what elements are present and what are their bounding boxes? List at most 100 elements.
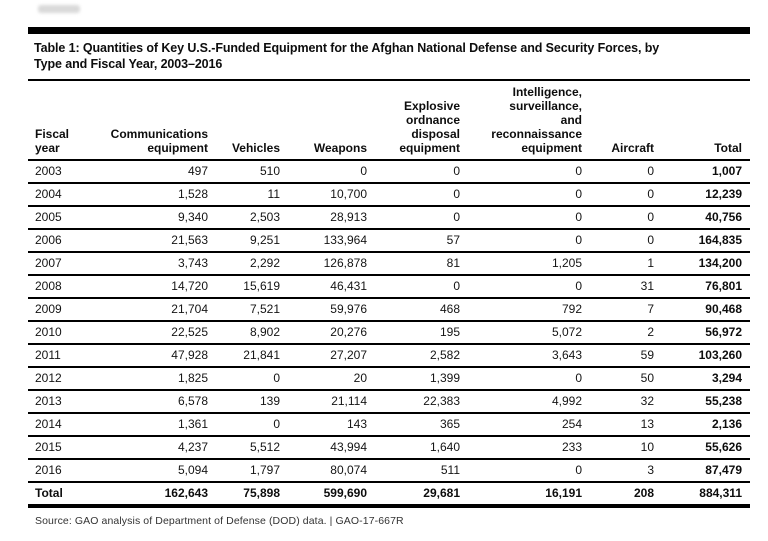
weapons-cell: 133,964 xyxy=(288,229,375,253)
table-row: 2006 21,563 9,251 133,964 57 0 0 164,835 xyxy=(28,229,750,253)
table-row: 2009 21,704 7,521 59,976 468 792 7 90,468 xyxy=(28,298,750,322)
isr-cell: 0 xyxy=(468,206,590,230)
isr-cell: 16,191 xyxy=(468,482,590,508)
table-body: 2003 497 510 0 0 0 0 1,007 2004 1,528 11 10,700 0 0 0 1… xyxy=(28,160,750,508)
isr-cell: 0 xyxy=(468,459,590,483)
weapons-cell: 46,431 xyxy=(288,275,375,299)
communications-cell: 1,528 xyxy=(96,183,216,207)
isr-cell: 254 xyxy=(468,413,590,437)
communications-cell: 21,563 xyxy=(96,229,216,253)
top-rule xyxy=(28,27,750,34)
row-total-cell: 55,238 xyxy=(662,390,750,414)
vehicles-cell: 11 xyxy=(216,183,288,207)
scan-artifact xyxy=(38,5,80,13)
isr-cell: 233 xyxy=(468,436,590,460)
eod-cell: 365 xyxy=(375,413,468,437)
vehicles-cell: 8,902 xyxy=(216,321,288,345)
fiscal-year-cell: 2016 xyxy=(28,459,96,483)
weapons-cell: 599,690 xyxy=(288,482,375,508)
communications-cell: 497 xyxy=(96,160,216,184)
eod-cell: 0 xyxy=(375,160,468,184)
row-total-cell: 134,200 xyxy=(662,252,750,276)
vehicles-cell: 1,797 xyxy=(216,459,288,483)
table-row: 2011 47,928 21,841 27,207 2,582 3,643 59 103,26… xyxy=(28,344,750,368)
col-header-fiscal-year: Fiscal year xyxy=(28,81,96,161)
fiscal-year-cell: 2003 xyxy=(28,160,96,184)
row-total-cell: 164,835 xyxy=(662,229,750,253)
aircraft-cell: 59 xyxy=(590,344,662,368)
row-total-cell: 40,756 xyxy=(662,206,750,230)
vehicles-cell: 5,512 xyxy=(216,436,288,460)
report-table-page: Table 1: Quantities of Key U.S.-Funded E… xyxy=(28,27,750,527)
table-title: Table 1: Quantities of Key U.S.-Funded E… xyxy=(28,34,750,81)
communications-cell: 1,825 xyxy=(96,367,216,391)
vehicles-cell: 0 xyxy=(216,367,288,391)
fiscal-year-cell: 2004 xyxy=(28,183,96,207)
col-header-weapons: Weapons xyxy=(288,81,375,161)
table-row: 2015 4,237 5,512 43,994 1,640 233 10 55,626 xyxy=(28,436,750,460)
row-total-cell: 12,239 xyxy=(662,183,750,207)
aircraft-cell: 13 xyxy=(590,413,662,437)
communications-cell: 4,237 xyxy=(96,436,216,460)
eod-cell: 1,399 xyxy=(375,367,468,391)
eod-cell: 57 xyxy=(375,229,468,253)
aircraft-cell: 0 xyxy=(590,206,662,230)
total-row: Total 162,643 75,898 599,690 29,681 16,191 208… xyxy=(28,482,750,508)
table-row: 2005 9,340 2,503 28,913 0 0 0 40,756 xyxy=(28,206,750,230)
communications-cell: 22,525 xyxy=(96,321,216,345)
fiscal-year-cell: 2006 xyxy=(28,229,96,253)
isr-cell: 0 xyxy=(468,275,590,299)
row-total-cell: 87,479 xyxy=(662,459,750,483)
col-header-isr-equipment: Intelligence, surveillance, and reconnai… xyxy=(468,81,590,161)
aircraft-cell: 7 xyxy=(590,298,662,322)
vehicles-cell: 0 xyxy=(216,413,288,437)
eod-cell: 195 xyxy=(375,321,468,345)
header-row: Fiscal year Communications equipment Veh… xyxy=(28,81,750,161)
communications-cell: 14,720 xyxy=(96,275,216,299)
col-header-total: Total xyxy=(662,81,750,161)
equipment-table: Fiscal year Communications equipment Veh… xyxy=(28,81,750,508)
vehicles-cell: 7,521 xyxy=(216,298,288,322)
weapons-cell: 59,976 xyxy=(288,298,375,322)
isr-cell: 1,205 xyxy=(468,252,590,276)
weapons-cell: 21,114 xyxy=(288,390,375,414)
eod-cell: 0 xyxy=(375,183,468,207)
weapons-cell: 27,207 xyxy=(288,344,375,368)
isr-cell: 5,072 xyxy=(468,321,590,345)
fiscal-year-cell: 2007 xyxy=(28,252,96,276)
communications-cell: 47,928 xyxy=(96,344,216,368)
eod-cell: 22,383 xyxy=(375,390,468,414)
table-row: 2013 6,578 139 21,114 22,383 4,992 32 55,238 xyxy=(28,390,750,414)
vehicles-cell: 139 xyxy=(216,390,288,414)
table-row: 2014 1,361 0 143 365 254 13 2,136 xyxy=(28,413,750,437)
eod-cell: 0 xyxy=(375,206,468,230)
aircraft-cell: 0 xyxy=(590,229,662,253)
row-total-cell: 3,294 xyxy=(662,367,750,391)
communications-cell: 1,361 xyxy=(96,413,216,437)
communications-cell: 3,743 xyxy=(96,252,216,276)
row-total-cell: 90,468 xyxy=(662,298,750,322)
vehicles-cell: 9,251 xyxy=(216,229,288,253)
fiscal-year-cell: 2011 xyxy=(28,344,96,368)
aircraft-cell: 50 xyxy=(590,367,662,391)
communications-cell: 5,094 xyxy=(96,459,216,483)
eod-cell: 1,640 xyxy=(375,436,468,460)
aircraft-cell: 0 xyxy=(590,183,662,207)
aircraft-cell: 10 xyxy=(590,436,662,460)
eod-cell: 468 xyxy=(375,298,468,322)
aircraft-cell: 31 xyxy=(590,275,662,299)
vehicles-cell: 2,503 xyxy=(216,206,288,230)
table-row: 2003 497 510 0 0 0 0 1,007 xyxy=(28,160,750,184)
col-header-communications: Communications equipment xyxy=(96,81,216,161)
col-header-vehicles: Vehicles xyxy=(216,81,288,161)
fiscal-year-cell: 2013 xyxy=(28,390,96,414)
aircraft-cell: 32 xyxy=(590,390,662,414)
vehicles-cell: 75,898 xyxy=(216,482,288,508)
vehicles-cell: 510 xyxy=(216,160,288,184)
communications-cell: 162,643 xyxy=(96,482,216,508)
isr-cell: 4,992 xyxy=(468,390,590,414)
row-total-cell: 1,007 xyxy=(662,160,750,184)
fiscal-year-cell: 2008 xyxy=(28,275,96,299)
aircraft-cell: 1 xyxy=(590,252,662,276)
table-row: 2007 3,743 2,292 126,878 81 1,205 1 134,200 xyxy=(28,252,750,276)
